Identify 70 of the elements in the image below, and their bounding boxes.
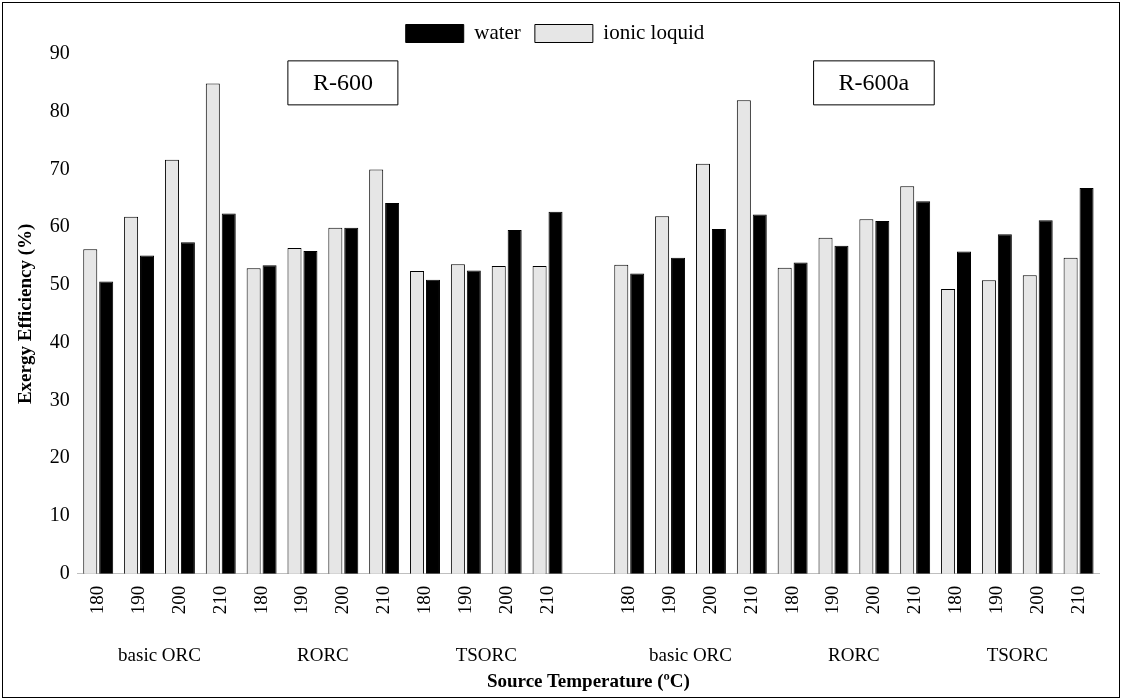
text: basic ORC	[118, 643, 201, 665]
annotation: R-600a	[838, 69, 910, 96]
bar	[997, 234, 1012, 574]
bar	[221, 213, 236, 574]
bar	[385, 202, 400, 574]
bar	[875, 220, 890, 574]
bar	[630, 273, 645, 574]
text: RORC	[297, 643, 349, 665]
legend-label: water	[474, 20, 521, 45]
bar	[99, 281, 114, 574]
bar	[507, 230, 522, 574]
bar	[1038, 220, 1053, 574]
y-tick-label: 90	[49, 41, 70, 64]
bar	[1079, 187, 1094, 574]
x-tick-label: 190	[127, 585, 149, 615]
bar	[262, 265, 277, 574]
bar	[793, 262, 808, 574]
bar	[752, 214, 767, 574]
x-tick-label: 180	[249, 585, 271, 615]
bar	[548, 211, 563, 574]
x-tick-label: 200	[494, 585, 516, 615]
x-tick-label: 180	[617, 585, 639, 615]
x-tick-label: 180	[944, 585, 966, 615]
x-tick-label: 180	[412, 585, 434, 615]
annotation: R-600	[312, 69, 373, 96]
x-tick-label: 190	[821, 585, 843, 615]
x-tick-label: 180	[780, 585, 802, 615]
bar	[671, 257, 686, 574]
x-tick-label: 200	[698, 585, 720, 615]
bar	[711, 228, 726, 574]
x-tick-label: 180	[86, 585, 108, 615]
x-tick-label: 200	[1025, 585, 1047, 615]
y-tick-label: 60	[49, 214, 70, 237]
bar	[344, 227, 359, 574]
x-tick-label: 190	[658, 585, 680, 615]
bar	[956, 251, 972, 574]
bar	[834, 245, 849, 574]
x-tick-label: 210	[739, 585, 761, 615]
x-tick-label: 210	[1066, 585, 1088, 615]
x-tick-label: 210	[372, 585, 394, 615]
legend-label: ionic loquid	[603, 20, 705, 45]
x-tick-label: 190	[984, 585, 1006, 615]
x-tick-label: 200	[167, 585, 189, 615]
x-tick-label: 190	[290, 585, 312, 615]
y-tick-label: 30	[49, 387, 70, 410]
x-tick-label: 200	[862, 585, 884, 615]
y-tick-label: 50	[49, 272, 70, 295]
y-tick-label: 70	[49, 156, 70, 179]
bar	[916, 201, 931, 574]
bar	[140, 255, 155, 574]
y-tick-label: 40	[49, 329, 70, 352]
y-tick-label: 0	[59, 560, 70, 583]
text: RORC	[828, 643, 880, 665]
text: TSORC	[986, 643, 1048, 665]
bar	[425, 279, 440, 574]
text: basic ORC	[649, 643, 732, 665]
x-axis-title: Source Temperature (ºC)	[486, 669, 690, 692]
y-tick-label: 80	[49, 98, 70, 121]
y-axis-title: Exergy Efficiency (%)	[14, 223, 37, 405]
bar	[303, 250, 318, 574]
y-tick-label: 20	[49, 445, 70, 468]
x-tick-label: 210	[903, 585, 925, 615]
y-tick-label: 10	[49, 503, 70, 526]
x-tick-label: 190	[453, 585, 475, 615]
bar	[180, 242, 195, 574]
x-tick-label: 200	[331, 585, 353, 615]
text: TSORC	[455, 643, 517, 665]
bar	[466, 270, 481, 574]
x-tick-label: 210	[535, 585, 557, 615]
x-tick-label: 210	[208, 585, 230, 615]
